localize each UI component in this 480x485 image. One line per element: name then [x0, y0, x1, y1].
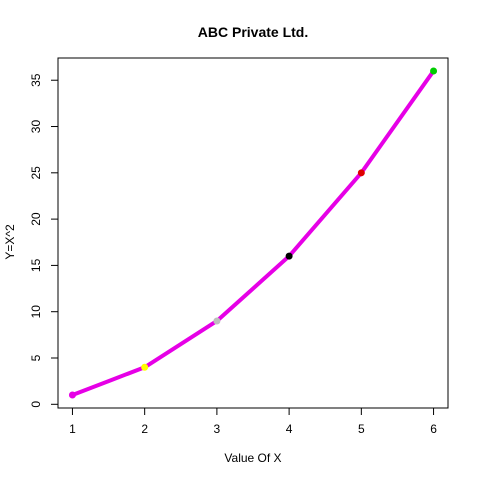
x-tick-label: 2: [141, 422, 148, 436]
y-tick-label: 35: [29, 73, 43, 87]
x-axis: 1 2 3 4 5 6: [69, 408, 437, 436]
data-point: [69, 392, 75, 398]
x-tick-label: 6: [430, 422, 437, 436]
y-tick-label: 10: [29, 305, 43, 319]
series-lines: [72, 71, 433, 395]
y-axis-label: Y=X^2: [3, 224, 17, 260]
series-points: [69, 68, 436, 398]
plot-area-border: [58, 58, 448, 408]
x-tick-label: 1: [69, 422, 76, 436]
y-tick-label: 15: [29, 258, 43, 272]
x-tick-label: 4: [286, 422, 293, 436]
chart-title: ABC Private Ltd.: [198, 24, 308, 40]
y-tick-label: 20: [29, 212, 43, 226]
y-tick-label: 30: [29, 120, 43, 134]
y-axis: 0 5 10 15 20 25 30 35: [29, 73, 58, 407]
data-point: [431, 68, 437, 74]
data-point: [142, 364, 148, 370]
x-tick-label: 5: [358, 422, 365, 436]
x-axis-label: Value Of X: [224, 451, 281, 465]
y-tick-label: 25: [29, 166, 43, 180]
data-point: [286, 253, 292, 259]
series-line: [72, 71, 433, 395]
y-tick-label: 0: [29, 401, 43, 408]
data-point: [358, 170, 364, 176]
y-tick-label: 5: [29, 354, 43, 361]
data-point: [214, 318, 220, 324]
x-tick-label: 3: [214, 422, 221, 436]
